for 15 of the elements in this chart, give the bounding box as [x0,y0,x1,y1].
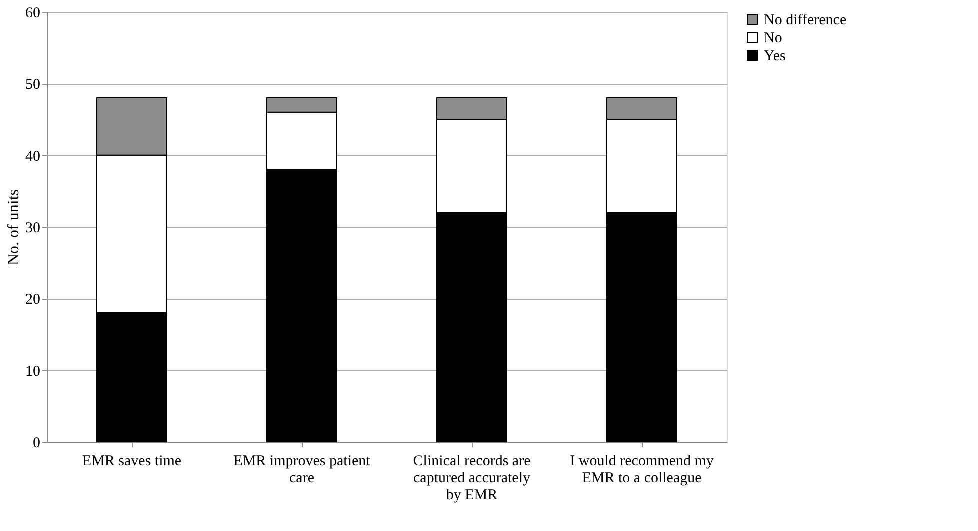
y-tick-label: 20 [26,292,40,308]
y-tick-label: 10 [26,364,40,380]
y-tick-label: 50 [26,77,40,94]
legend-label: Yes [764,48,786,64]
x-tick-label: Clinical records are captured accurately by EMR [413,454,532,504]
x-tick-label: EMR improves patient care [234,454,372,486]
y-tick-label: 0 [33,436,40,452]
x-tick-label: I would recommend my EMR to a colleague [570,454,714,486]
y-tick-label: 30 [26,220,40,236]
legend-label: No difference [764,12,847,28]
legend-label: No [764,30,782,46]
x-tick-label: EMR saves time [82,454,182,470]
y-tick-label: 60 [26,6,40,22]
y-axis-title: No. of units [6,190,22,266]
y-tick-label: 40 [26,148,40,165]
